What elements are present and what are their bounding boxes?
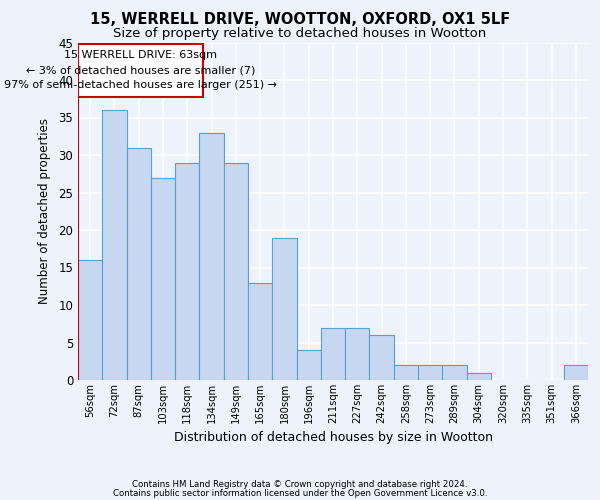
Bar xyxy=(151,178,175,380)
Bar xyxy=(175,162,199,380)
Bar xyxy=(296,350,321,380)
Text: Contains public sector information licensed under the Open Government Licence v3: Contains public sector information licen… xyxy=(113,488,487,498)
Y-axis label: Number of detached properties: Number of detached properties xyxy=(38,118,52,304)
Bar xyxy=(564,365,588,380)
Bar xyxy=(78,260,102,380)
Bar xyxy=(442,365,467,380)
Bar xyxy=(321,328,345,380)
Text: Size of property relative to detached houses in Wootton: Size of property relative to detached ho… xyxy=(113,28,487,40)
Text: Contains HM Land Registry data © Crown copyright and database right 2024.: Contains HM Land Registry data © Crown c… xyxy=(132,480,468,489)
Bar xyxy=(467,372,491,380)
Bar xyxy=(127,148,151,380)
Text: 15, WERRELL DRIVE, WOOTTON, OXFORD, OX1 5LF: 15, WERRELL DRIVE, WOOTTON, OXFORD, OX1 … xyxy=(90,12,510,28)
Bar xyxy=(102,110,127,380)
Bar xyxy=(199,132,224,380)
Bar xyxy=(370,335,394,380)
Text: 15 WERRELL DRIVE: 63sqm
← 3% of detached houses are smaller (7)
97% of semi-deta: 15 WERRELL DRIVE: 63sqm ← 3% of detached… xyxy=(4,50,277,90)
Bar xyxy=(248,282,272,380)
Bar xyxy=(272,238,296,380)
Bar xyxy=(345,328,370,380)
Bar xyxy=(224,162,248,380)
X-axis label: Distribution of detached houses by size in Wootton: Distribution of detached houses by size … xyxy=(173,432,493,444)
Bar xyxy=(78,44,203,96)
Bar xyxy=(418,365,442,380)
Bar xyxy=(394,365,418,380)
